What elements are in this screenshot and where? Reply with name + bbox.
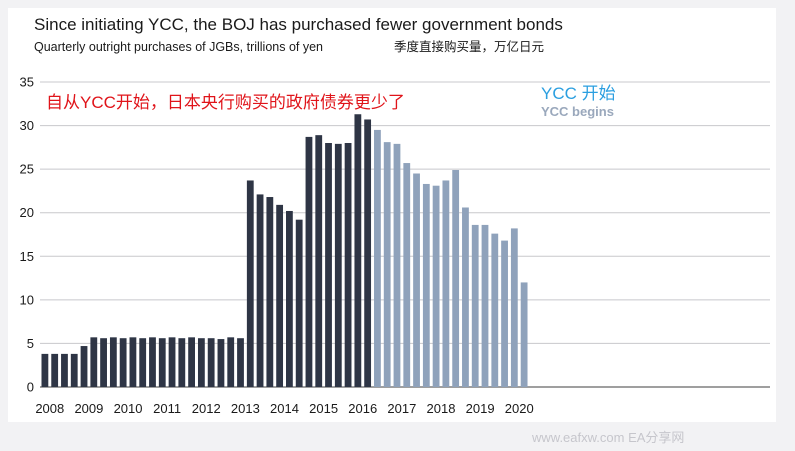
x-tick-label: 2010	[114, 401, 143, 416]
y-tick-label: 25	[20, 162, 34, 177]
bar-pre-ycc	[188, 337, 195, 387]
bar-pre-ycc	[256, 194, 264, 387]
bar-pre-ycc	[168, 337, 176, 387]
x-tick-label: 2014	[270, 401, 299, 416]
y-tick-label: 15	[20, 249, 34, 264]
ycc-begins-label: YCC begins	[541, 104, 614, 119]
bar-post-ycc	[462, 207, 469, 387]
bar-pre-ycc	[295, 219, 303, 387]
chart-title: Since initiating YCC, the BOJ has purcha…	[34, 15, 563, 34]
bar-pre-ycc	[344, 143, 352, 387]
bar-post-ycc	[422, 183, 430, 387]
bar-pre-ycc	[207, 338, 215, 387]
bar-pre-ycc	[90, 337, 98, 387]
x-tick-label: 2016	[348, 401, 377, 416]
y-tick-label: 5	[27, 336, 34, 351]
bar-post-ycc	[393, 143, 401, 387]
bar-post-ycc	[510, 228, 518, 387]
bar-pre-ycc	[276, 204, 284, 387]
bar-pre-ycc	[109, 337, 117, 387]
y-tick-label: 35	[20, 75, 34, 90]
bar-pre-ycc	[139, 338, 147, 387]
x-tick-label: 2015	[309, 401, 338, 416]
bar-pre-ycc	[158, 338, 166, 387]
bar-pre-ycc	[334, 143, 342, 387]
bar-post-ycc	[501, 240, 508, 387]
bar-post-ycc	[452, 170, 460, 387]
x-tick-label: 2019	[466, 401, 495, 416]
x-axis-ticks: 2008 2009 2010 2011 2012 2013 2014 2015 2016 2017…	[35, 401, 533, 416]
y-tick-label: 0	[27, 380, 34, 395]
bar-pre-ycc	[217, 339, 225, 387]
red-annotation: 自从YCC开始，日本央行购买的政府债券更少了	[46, 93, 405, 112]
bar-pre-ycc	[227, 337, 235, 387]
bar-pre-ycc	[305, 136, 313, 387]
bar-pre-ycc	[266, 197, 274, 387]
bar-pre-ycc	[51, 353, 59, 387]
bar-pre-ycc	[364, 119, 372, 387]
bar-pre-ycc	[286, 210, 293, 387]
bar-pre-ycc	[61, 353, 68, 387]
chart-subtitle: Quarterly outright purchases of JGBs, tr…	[34, 40, 323, 54]
bar-post-ycc	[383, 142, 391, 387]
y-tick-label: 30	[20, 118, 34, 133]
bar-post-ycc	[471, 224, 479, 387]
watermark: www.eafxw.com EA分享网	[531, 430, 684, 445]
bars	[41, 114, 528, 387]
x-tick-label: 2009	[74, 401, 103, 416]
bar-post-ycc	[481, 224, 489, 387]
bar-pre-ycc	[41, 353, 49, 387]
x-tick-label: 2018	[427, 401, 456, 416]
bar-post-ycc	[403, 163, 411, 387]
bar-post-ycc	[432, 185, 440, 387]
bar-pre-ycc	[129, 337, 137, 387]
ycc-begins-cn-label: YCC 开始	[541, 84, 616, 103]
bar-pre-ycc	[197, 338, 205, 387]
y-axis-ticks: 0 5 10 15 20 25 30 35	[20, 75, 34, 395]
bar-pre-ycc	[315, 135, 323, 387]
bar-pre-ycc	[149, 337, 156, 387]
y-tick-label: 20	[20, 205, 34, 220]
bar-post-ycc	[442, 180, 450, 387]
bar-pre-ycc	[80, 346, 88, 387]
x-tick-label: 2013	[231, 401, 260, 416]
bar-post-ycc	[374, 129, 381, 387]
bar-post-ycc	[491, 233, 499, 387]
bar-pre-ycc	[119, 338, 127, 387]
x-tick-label: 2008	[35, 401, 64, 416]
bar-post-ycc	[413, 173, 420, 387]
chart-subtitle-cn: 季度直接购买量，万亿日元	[394, 39, 544, 54]
x-tick-label: 2012	[192, 401, 221, 416]
bar-pre-ycc	[354, 114, 362, 387]
bar-pre-ycc	[100, 338, 107, 387]
bar-pre-ycc	[325, 143, 332, 387]
bar-pre-ycc	[70, 353, 78, 387]
bar-pre-ycc	[237, 338, 244, 387]
x-tick-label: 2020	[505, 401, 534, 416]
bar-pre-ycc	[178, 338, 186, 387]
bar-post-ycc	[520, 282, 528, 387]
x-tick-label: 2011	[153, 401, 181, 416]
x-tick-label: 2017	[387, 401, 416, 416]
bar-pre-ycc	[246, 180, 254, 387]
y-tick-label: 10	[20, 292, 34, 307]
